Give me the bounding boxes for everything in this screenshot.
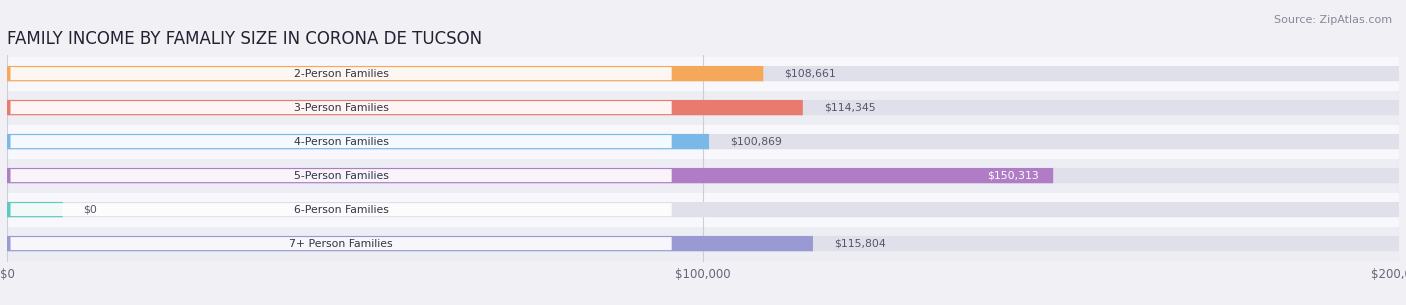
FancyBboxPatch shape <box>6 57 1400 91</box>
FancyBboxPatch shape <box>7 100 803 115</box>
FancyBboxPatch shape <box>6 91 1400 125</box>
FancyBboxPatch shape <box>7 236 813 251</box>
FancyBboxPatch shape <box>10 169 672 182</box>
FancyBboxPatch shape <box>10 237 672 250</box>
FancyBboxPatch shape <box>6 125 1400 159</box>
Text: 4-Person Families: 4-Person Families <box>294 137 388 147</box>
Text: $115,804: $115,804 <box>834 239 886 249</box>
Text: 6-Person Families: 6-Person Families <box>294 205 388 215</box>
FancyBboxPatch shape <box>7 202 63 217</box>
FancyBboxPatch shape <box>6 227 1400 260</box>
Text: 5-Person Families: 5-Person Families <box>294 170 388 181</box>
FancyBboxPatch shape <box>7 100 1399 115</box>
FancyBboxPatch shape <box>10 203 672 216</box>
FancyBboxPatch shape <box>7 134 1399 149</box>
FancyBboxPatch shape <box>10 67 672 80</box>
FancyBboxPatch shape <box>7 236 1399 251</box>
FancyBboxPatch shape <box>7 134 709 149</box>
Text: $108,661: $108,661 <box>785 69 837 79</box>
FancyBboxPatch shape <box>10 135 672 148</box>
Text: 7+ Person Families: 7+ Person Families <box>290 239 392 249</box>
FancyBboxPatch shape <box>6 159 1400 192</box>
FancyBboxPatch shape <box>7 168 1053 183</box>
FancyBboxPatch shape <box>7 66 763 81</box>
FancyBboxPatch shape <box>7 202 1399 217</box>
FancyBboxPatch shape <box>10 101 672 114</box>
Text: $0: $0 <box>83 205 97 215</box>
Text: Source: ZipAtlas.com: Source: ZipAtlas.com <box>1274 15 1392 25</box>
FancyBboxPatch shape <box>6 192 1400 227</box>
Text: $114,345: $114,345 <box>824 102 876 113</box>
Text: $100,869: $100,869 <box>730 137 782 147</box>
Text: FAMILY INCOME BY FAMALIY SIZE IN CORONA DE TUCSON: FAMILY INCOME BY FAMALIY SIZE IN CORONA … <box>7 30 482 48</box>
Text: $150,313: $150,313 <box>987 170 1039 181</box>
Text: 3-Person Families: 3-Person Families <box>294 102 388 113</box>
FancyBboxPatch shape <box>7 66 1399 81</box>
FancyBboxPatch shape <box>7 168 1399 183</box>
Text: 2-Person Families: 2-Person Families <box>294 69 388 79</box>
